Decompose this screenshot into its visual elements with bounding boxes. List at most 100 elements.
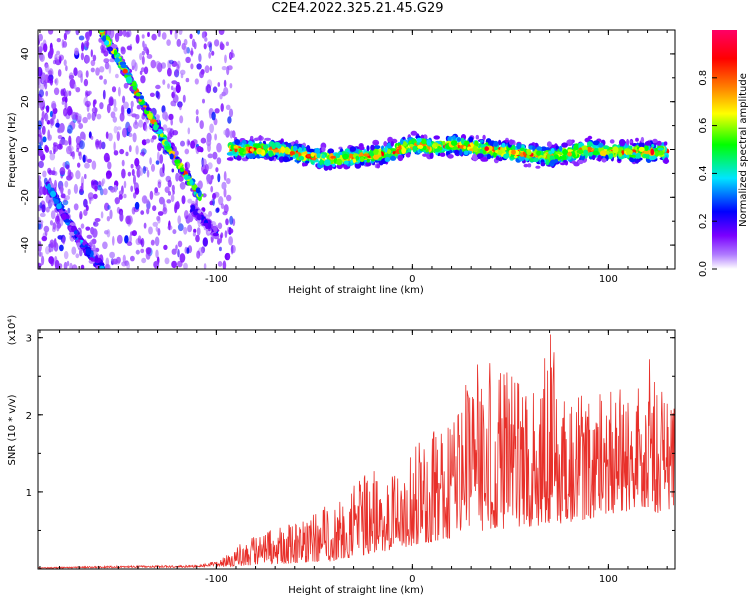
spectrogram-noise-mark [201,158,207,167]
spectrogram-trace-mark [316,152,321,159]
spectrogram-noise-mark [86,40,89,49]
spectrogram-trace-mark [486,153,492,160]
spectrogram-noise-mark [113,98,117,108]
spectrogram-trace-mark [268,150,274,158]
spectrogram-noise-mark [149,92,155,98]
spectrogram-trace-mark [153,124,159,131]
spectrogram-noise-mark [187,127,191,135]
spectrogram-noise-mark [85,70,89,78]
spectrogram-noise-mark [189,33,193,39]
spectrogram-trace-mark [612,146,619,154]
spectrogram-trace-mark [425,148,429,153]
spectrogram-noise-mark [83,78,89,87]
spectrogram-noise-mark [47,134,52,141]
spectrogram-noise-mark [218,246,222,252]
spectrogram-noise-mark [190,63,194,70]
spectrogram-noise-mark [39,202,43,209]
spectrogram-trace-mark [626,149,633,155]
spectrogram-trace-mark [545,158,550,166]
spectrogram-trace-mark [479,139,484,143]
spectrogram-trace-mark [122,68,128,74]
spectrogram-noise-mark [183,46,188,55]
spectrogram-trace-mark [390,148,397,152]
spectrogram-noise-mark [66,175,73,181]
spectrogram-noise-mark [200,137,207,144]
spectrogram-trace-mark [376,163,381,169]
spectrogram-noise-mark [203,43,207,50]
x-tick-label: 0 [409,274,415,285]
spectrogram-trace-mark [527,163,532,168]
spectrogram-noise-mark [41,255,45,266]
spectrogram-noise-mark [217,173,221,183]
spectrogram-noise-mark [58,54,64,61]
spectrogram-trace-mark [135,96,140,100]
spectrogram-trace-mark [212,232,219,237]
spectrogram-noise-mark [126,107,131,114]
spectrogram-noise-mark [167,83,170,89]
spectrogram-noise-mark [157,211,164,216]
spectrogram-trace-mark [280,146,286,154]
spectrogram-trace-mark [284,147,290,154]
spectrogram-noise-mark [214,133,218,141]
spectrogram-noise-mark [144,43,148,54]
spectrogram-noise-mark [103,78,107,85]
spectrogram-noise-mark [43,225,50,233]
spectrogram-noise-mark [131,230,137,237]
spectrogram-y-ticks: -40 -20 0 20 40 [20,29,675,270]
spectrogram-noise-mark [178,30,183,35]
spectrogram-trace-mark [511,149,516,155]
spectrogram-trace-mark [536,150,542,156]
spectrogram-noise-mark [150,59,157,69]
spectrogram-noise-mark [143,66,149,75]
spectrogram-trace-mark [183,174,189,181]
spectrogram-noise-mark [196,250,201,259]
spectrogram-noise-mark [148,226,153,235]
spectrogram-noise-mark [210,185,214,193]
spectrogram-trace-mark [102,35,107,42]
snr-scale-label: (x10⁴) [7,315,18,346]
colorbar-tick-label: 0.2 [698,213,709,229]
spectrogram-noise-mark [38,102,41,109]
spectrogram-trace-mark [69,222,76,227]
spectrogram-trace-mark [319,158,323,166]
spectrogram-noise-mark [124,235,129,244]
spectrogram-trace-mark [250,135,254,140]
spectrogram-noise-mark [61,96,66,102]
spectrogram-noise-mark [119,112,125,122]
spectrogram-noise-mark [204,37,208,42]
spectrogram-noise-mark [65,30,69,33]
spectrogram-trace-mark [314,147,321,154]
spectrogram-trace-mark [294,153,299,158]
spectrogram-trace-mark [420,138,427,145]
spectrogram-trace-mark [327,164,333,171]
y-tick-label: 1 [26,488,32,499]
spectrogram-noise-mark [62,236,66,245]
spectrogram-noise-mark [66,105,73,116]
spectrogram-noise-mark [215,167,219,173]
spectrogram-noise-mark [162,79,166,85]
spectrogram-noise-mark [146,199,150,205]
spectrogram-noise-mark [145,138,151,144]
spectrogram-trace-mark [390,155,397,161]
spectrogram-trace-mark [592,140,600,146]
spectrogram-trace-mark [493,151,497,158]
spectrogram-noise-mark [128,145,132,153]
spectrogram-noise-mark [149,190,154,200]
spectrogram-trace-mark [68,231,76,236]
spectrogram-noise-mark [73,183,78,194]
spectrogram-noise-mark [55,122,60,128]
spectrogram-trace-mark [498,139,502,146]
colorbar: 0.0 0.2 0.4 0.6 0.8 Normalized spectral ampl… [698,30,749,277]
spectrogram-trace-mark [292,145,298,152]
spectrogram-trace-mark [305,160,310,164]
spectrogram-trace-mark [519,147,525,152]
spectrogram-noise-mark [59,167,66,176]
spectrogram-trace-mark [599,150,607,157]
spectrogram-noise-mark [171,248,177,255]
spectrogram-noise-mark [142,165,147,174]
spectrogram-noise-mark [38,181,41,189]
spectrogram-noise-mark [118,86,121,97]
spectrogram-noise-mark [43,43,48,53]
spectrogram-noise-mark [126,241,133,246]
spectrogram-noise-mark [146,169,150,178]
